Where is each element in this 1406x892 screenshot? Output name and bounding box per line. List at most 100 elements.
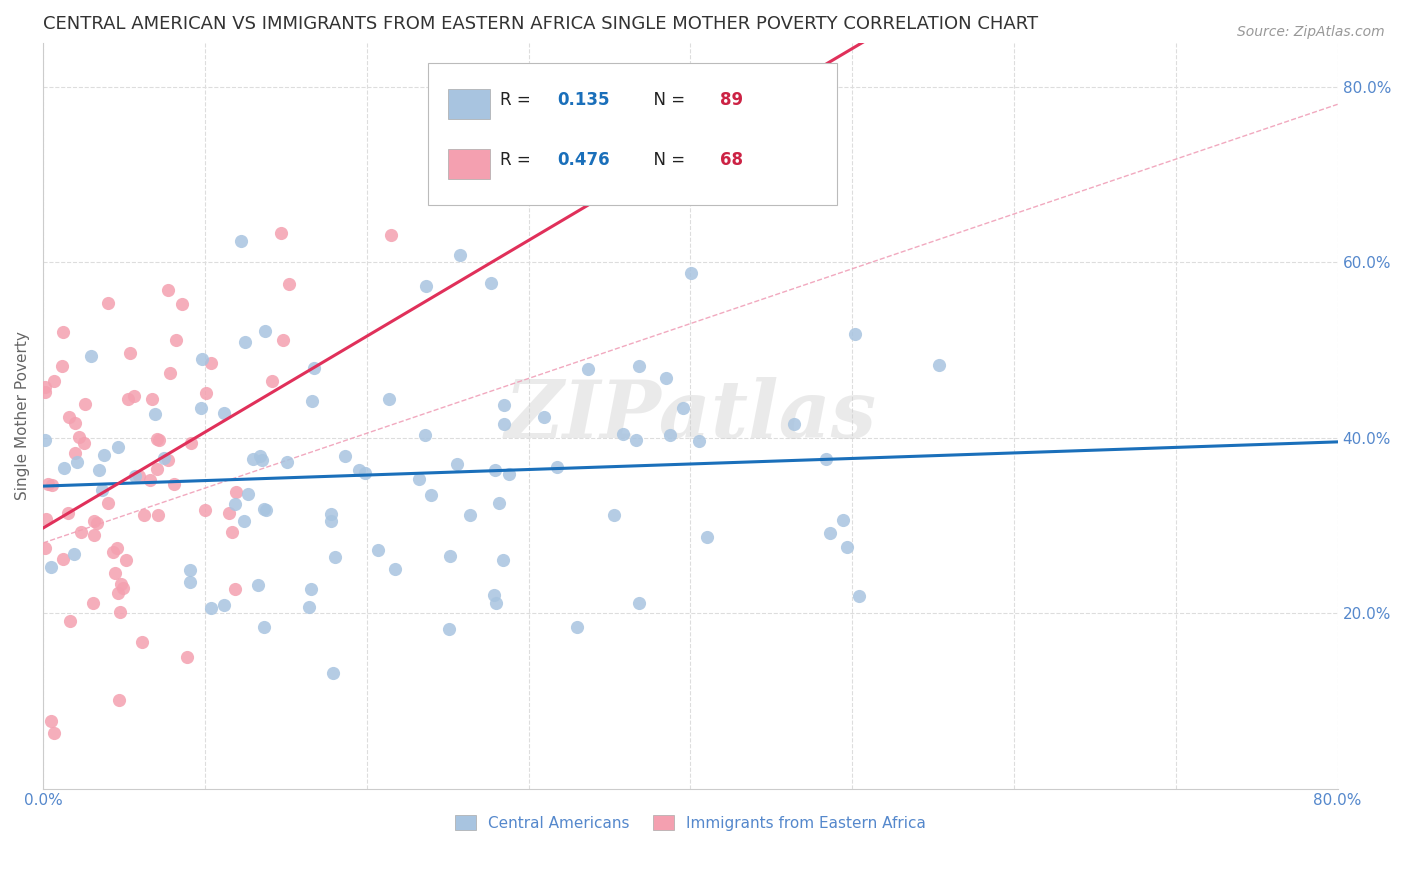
Point (498, 467, 520, 482)
Point (41, 478, 63, 492)
Point (159, 366, 181, 380)
Point (86, 516, 108, 530)
Point (494, 417, 516, 431)
Point (301, 582, 323, 596)
Point (59, 614, 82, 628)
Point (225, 484, 247, 499)
Point (200, 601, 222, 615)
Point (56, 506, 79, 520)
Point (34, 384, 56, 399)
Point (63, 445, 86, 459)
Point (449, 248, 471, 262)
Text: N =: N = (643, 151, 690, 169)
Point (576, 362, 599, 376)
Point (612, 427, 634, 442)
Point (229, 234, 252, 248)
Point (141, 392, 163, 406)
Point (110, 577, 132, 591)
Point (270, 227, 292, 241)
Text: 68: 68 (720, 151, 744, 169)
Point (238, 487, 260, 501)
Point (34, 541, 56, 555)
Point (446, 457, 468, 471)
Point (163, 476, 186, 491)
Point (83, 514, 105, 528)
Point (848, 589, 870, 603)
Point (42, 725, 65, 739)
Point (165, 334, 187, 348)
Point (439, 549, 461, 564)
Text: CENTRAL AMERICAN VS IMMIGRANTS FROM EASTERN AFRICA SINGLE MOTHER POVERTY CORRELA: CENTRAL AMERICAN VS IMMIGRANTS FROM EAST… (44, 15, 1038, 33)
Point (58, 410, 80, 425)
Point (124, 469, 146, 483)
Point (51, 359, 73, 373)
Text: R =: R = (501, 91, 536, 110)
Point (190, 401, 212, 416)
Point (34, 434, 56, 448)
Point (242, 451, 264, 466)
Point (87, 463, 110, 477)
Point (67, 430, 90, 444)
Point (627, 596, 650, 610)
Point (831, 513, 853, 527)
Point (252, 452, 274, 467)
Legend: Central Americans, Immigrants from Eastern Africa: Central Americans, Immigrants from Easte… (449, 809, 932, 837)
Point (180, 436, 202, 450)
Point (200, 355, 222, 369)
Point (73, 436, 96, 450)
Point (128, 469, 150, 483)
Point (212, 406, 235, 420)
Point (233, 334, 256, 349)
Text: Source: ZipAtlas.com: Source: ZipAtlas.com (1237, 25, 1385, 39)
Point (179, 575, 201, 590)
Point (108, 605, 131, 619)
Point (157, 283, 180, 297)
Point (83, 527, 105, 541)
Point (97, 295, 120, 310)
Point (105, 541, 128, 556)
Point (488, 496, 510, 510)
Point (347, 463, 370, 477)
Point (114, 553, 136, 567)
Point (688, 434, 710, 448)
Point (118, 345, 141, 359)
Point (233, 514, 256, 528)
Point (42, 374, 65, 388)
Text: N =: N = (643, 91, 690, 110)
Point (277, 277, 299, 292)
Point (494, 398, 516, 412)
Point (659, 427, 682, 442)
Point (319, 508, 342, 522)
Point (107, 440, 129, 454)
Point (367, 543, 389, 558)
Y-axis label: Single Mother Poverty: Single Mother Poverty (15, 331, 30, 500)
Point (91, 483, 114, 497)
Point (179, 563, 201, 577)
Point (101, 545, 124, 559)
Point (218, 506, 240, 520)
Point (479, 277, 502, 291)
Point (139, 473, 162, 487)
Point (627, 359, 650, 374)
Point (815, 451, 838, 466)
Point (195, 386, 218, 401)
Text: 0.476: 0.476 (557, 151, 610, 169)
Point (783, 417, 806, 431)
Point (319, 514, 342, 528)
Point (301, 393, 323, 408)
Point (837, 541, 859, 555)
Point (143, 407, 166, 421)
Point (567, 620, 589, 634)
Point (681, 266, 703, 280)
Point (156, 453, 179, 467)
Point (354, 466, 377, 480)
Point (107, 693, 129, 707)
Point (533, 410, 555, 425)
Point (122, 389, 145, 403)
Point (380, 227, 402, 242)
Point (52, 460, 75, 475)
Point (276, 454, 298, 468)
Point (413, 427, 436, 442)
Point (246, 578, 269, 592)
Point (696, 530, 718, 544)
